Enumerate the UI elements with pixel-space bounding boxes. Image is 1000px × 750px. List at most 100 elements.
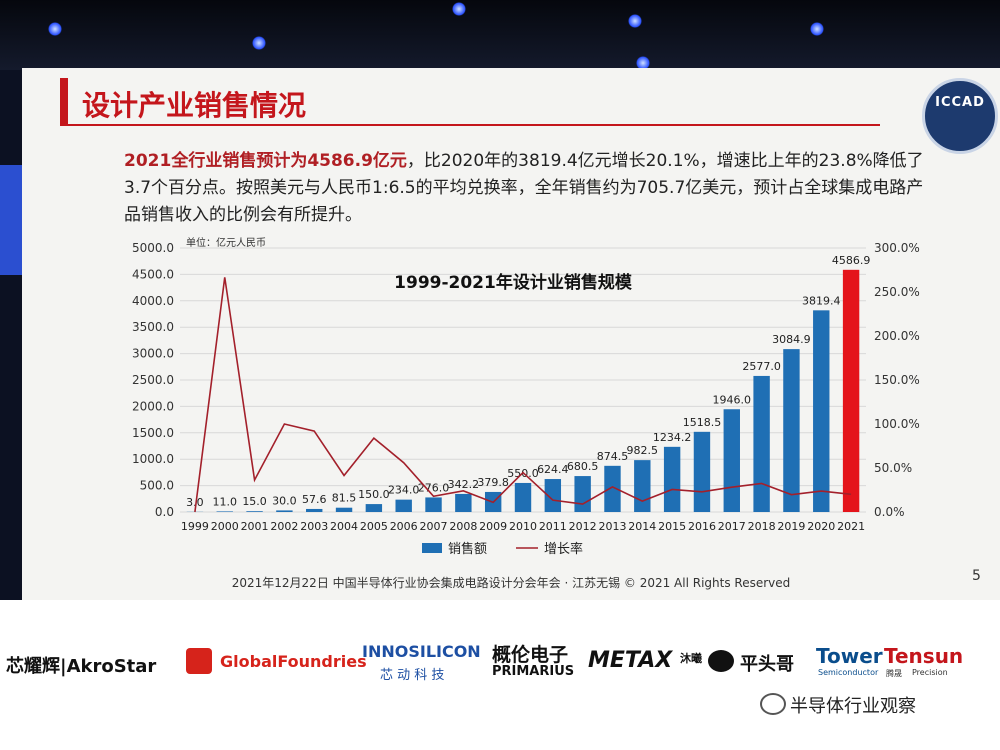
y-right-tick-label: 0.0% xyxy=(874,505,905,519)
bar xyxy=(663,446,681,512)
presentation-slide: 设计产业销售情况 ICCAD 2021全行业销售预计为4586.9亿元，比202… xyxy=(22,68,1000,600)
x-tick-label: 2003 xyxy=(300,520,328,533)
slide-title: 设计产业销售情况 xyxy=(82,89,307,122)
stage-light xyxy=(636,56,650,70)
bar-value-label: 15.0 xyxy=(242,495,267,508)
y-left-tick-label: 0.0 xyxy=(155,505,174,519)
bar xyxy=(693,431,711,512)
bar xyxy=(216,511,233,512)
sponsor-logo-strip: 芯耀辉|AkroStar GlobalFoundries INNOSILICON… xyxy=(0,600,1000,750)
x-tick-label: 2017 xyxy=(718,520,746,533)
bar xyxy=(425,497,442,512)
y-left-tick-label: 3000.0 xyxy=(132,347,174,361)
y-left-tick-label: 2500.0 xyxy=(132,373,174,387)
sponsor-tower: Tower xyxy=(816,644,883,668)
sales-chart: 0.0 500.0 1000.0 1500.0 2000.0 2500.0 3000.0 35… xyxy=(132,236,920,557)
sponsor-globalfoundries: GlobalFoundries xyxy=(220,652,367,671)
y-left-tick-label: 500.0 xyxy=(140,479,174,493)
x-tick-label: 2008 xyxy=(449,520,477,533)
sponsor-pingtouge: 平头哥 xyxy=(740,654,794,675)
bar xyxy=(395,499,412,512)
unit-label: 单位：亿元人民币 xyxy=(186,236,266,249)
bar xyxy=(246,511,263,512)
bar-value-label: 11.0 xyxy=(212,495,237,508)
sponsor-tensun-cn: 腾晟 xyxy=(886,669,902,678)
bar-value-label: 874.5 xyxy=(597,450,629,463)
legend-bar-swatch xyxy=(422,543,442,553)
x-tick-label: 2009 xyxy=(479,520,507,533)
watermark: 半导体行业观察 xyxy=(790,696,916,717)
summary-highlight: 2021全行业销售预计为4586.9亿元 xyxy=(124,151,407,171)
bar xyxy=(574,476,591,512)
bar-value-label: 982.5 xyxy=(627,444,659,457)
bar xyxy=(544,479,562,512)
sponsor-tensun-sub: Precision xyxy=(912,668,948,677)
y-left-tick-label: 3500.0 xyxy=(132,320,174,334)
x-tick-label: 2015 xyxy=(658,520,686,533)
page-number: 5 xyxy=(972,568,981,584)
y-left-tick-label: 4000.0 xyxy=(132,294,174,308)
x-tick-label: 2018 xyxy=(748,520,776,533)
bar xyxy=(365,504,383,512)
bar-value-label: 276.0 xyxy=(418,481,450,494)
bar-value-label: 4586.9 xyxy=(832,254,871,267)
x-tick-label: 2021 xyxy=(837,520,865,533)
sponsor-metax: METAX xyxy=(588,648,673,673)
bar-value-label: 3084.9 xyxy=(772,333,811,346)
x-tick-label: 2012 xyxy=(569,520,597,533)
sponsor-metax-cn: 沐曦 xyxy=(680,652,702,665)
title-bar: 设计产业销售情况 xyxy=(60,78,880,126)
x-tick-label: 2007 xyxy=(420,520,448,533)
legend-bar-label: 销售额 xyxy=(448,541,487,557)
sponsor-akrostar: 芯耀辉|AkroStar xyxy=(6,656,157,677)
bar-value-label: 3.0 xyxy=(186,496,204,509)
bar-value-label: 234.0 xyxy=(388,484,420,497)
bar xyxy=(306,508,323,512)
bar-value-label: 1946.0 xyxy=(713,393,752,406)
x-tick-label: 2011 xyxy=(539,520,567,533)
bar-value-label: 3819.4 xyxy=(802,294,841,307)
x-tick-label: 2016 xyxy=(688,520,716,533)
y-left-tick-label: 1000.0 xyxy=(132,452,174,466)
y-left-tick-label: 4500.0 xyxy=(132,267,174,281)
sponsor-tensun: Tensun xyxy=(884,644,964,668)
stage-light xyxy=(252,36,266,50)
bar xyxy=(753,375,770,512)
x-tick-label: 1999 xyxy=(181,520,209,533)
sponsor-innosilicon: INNOSILICON xyxy=(362,642,481,661)
bar-value-label: 1518.5 xyxy=(683,416,722,429)
summary-text: 2021全行业销售预计为4586.9亿元，比2020年的3819.4亿元增长20… xyxy=(124,148,924,229)
sponsor-tower-sub: Semiconductor xyxy=(818,668,879,677)
x-tick-label: 2001 xyxy=(241,520,269,533)
bar xyxy=(276,510,293,512)
y-left-tick-label: 5000.0 xyxy=(132,241,174,255)
x-tick-label: 2013 xyxy=(598,520,626,533)
y-left-tick-label: 1500.0 xyxy=(132,426,174,440)
bar-value-label: 57.6 xyxy=(302,493,327,506)
iccad-logo: ICCAD xyxy=(922,78,998,154)
growth-line xyxy=(194,277,852,513)
bar-value-label: 1234.2 xyxy=(653,431,692,444)
bar xyxy=(335,507,353,512)
bar-value-label: 30.0 xyxy=(272,494,297,507)
bar xyxy=(604,465,621,512)
y-right-tick-label: 100.0% xyxy=(874,417,920,431)
bar xyxy=(723,409,740,512)
x-tick-label: 2004 xyxy=(330,520,358,533)
legend-line-label: 增长率 xyxy=(544,541,583,557)
slide-footer: 2021年12月22日 中国半导体行业协会集成电路设计分会年会 · 江苏无锡 ©… xyxy=(231,576,791,590)
stage-light xyxy=(810,22,824,36)
bar-value-label: 2577.0 xyxy=(742,360,781,373)
bar-value-label: 624.4 xyxy=(537,463,569,476)
screen-edge xyxy=(0,165,22,275)
bar xyxy=(514,482,532,512)
sponsor-innosilicon-cn: 芯 动 科 技 xyxy=(380,668,445,683)
stage-light xyxy=(452,2,466,16)
bar xyxy=(813,310,830,512)
stage-light xyxy=(628,14,642,28)
x-tick-label: 2000 xyxy=(211,520,239,533)
y-right-tick-label: 50.0% xyxy=(874,461,912,475)
y-left-tick-label: 2000.0 xyxy=(132,399,174,413)
y-right-tick-label: 200.0% xyxy=(874,329,920,343)
y-right-tick-label: 250.0% xyxy=(874,285,920,299)
